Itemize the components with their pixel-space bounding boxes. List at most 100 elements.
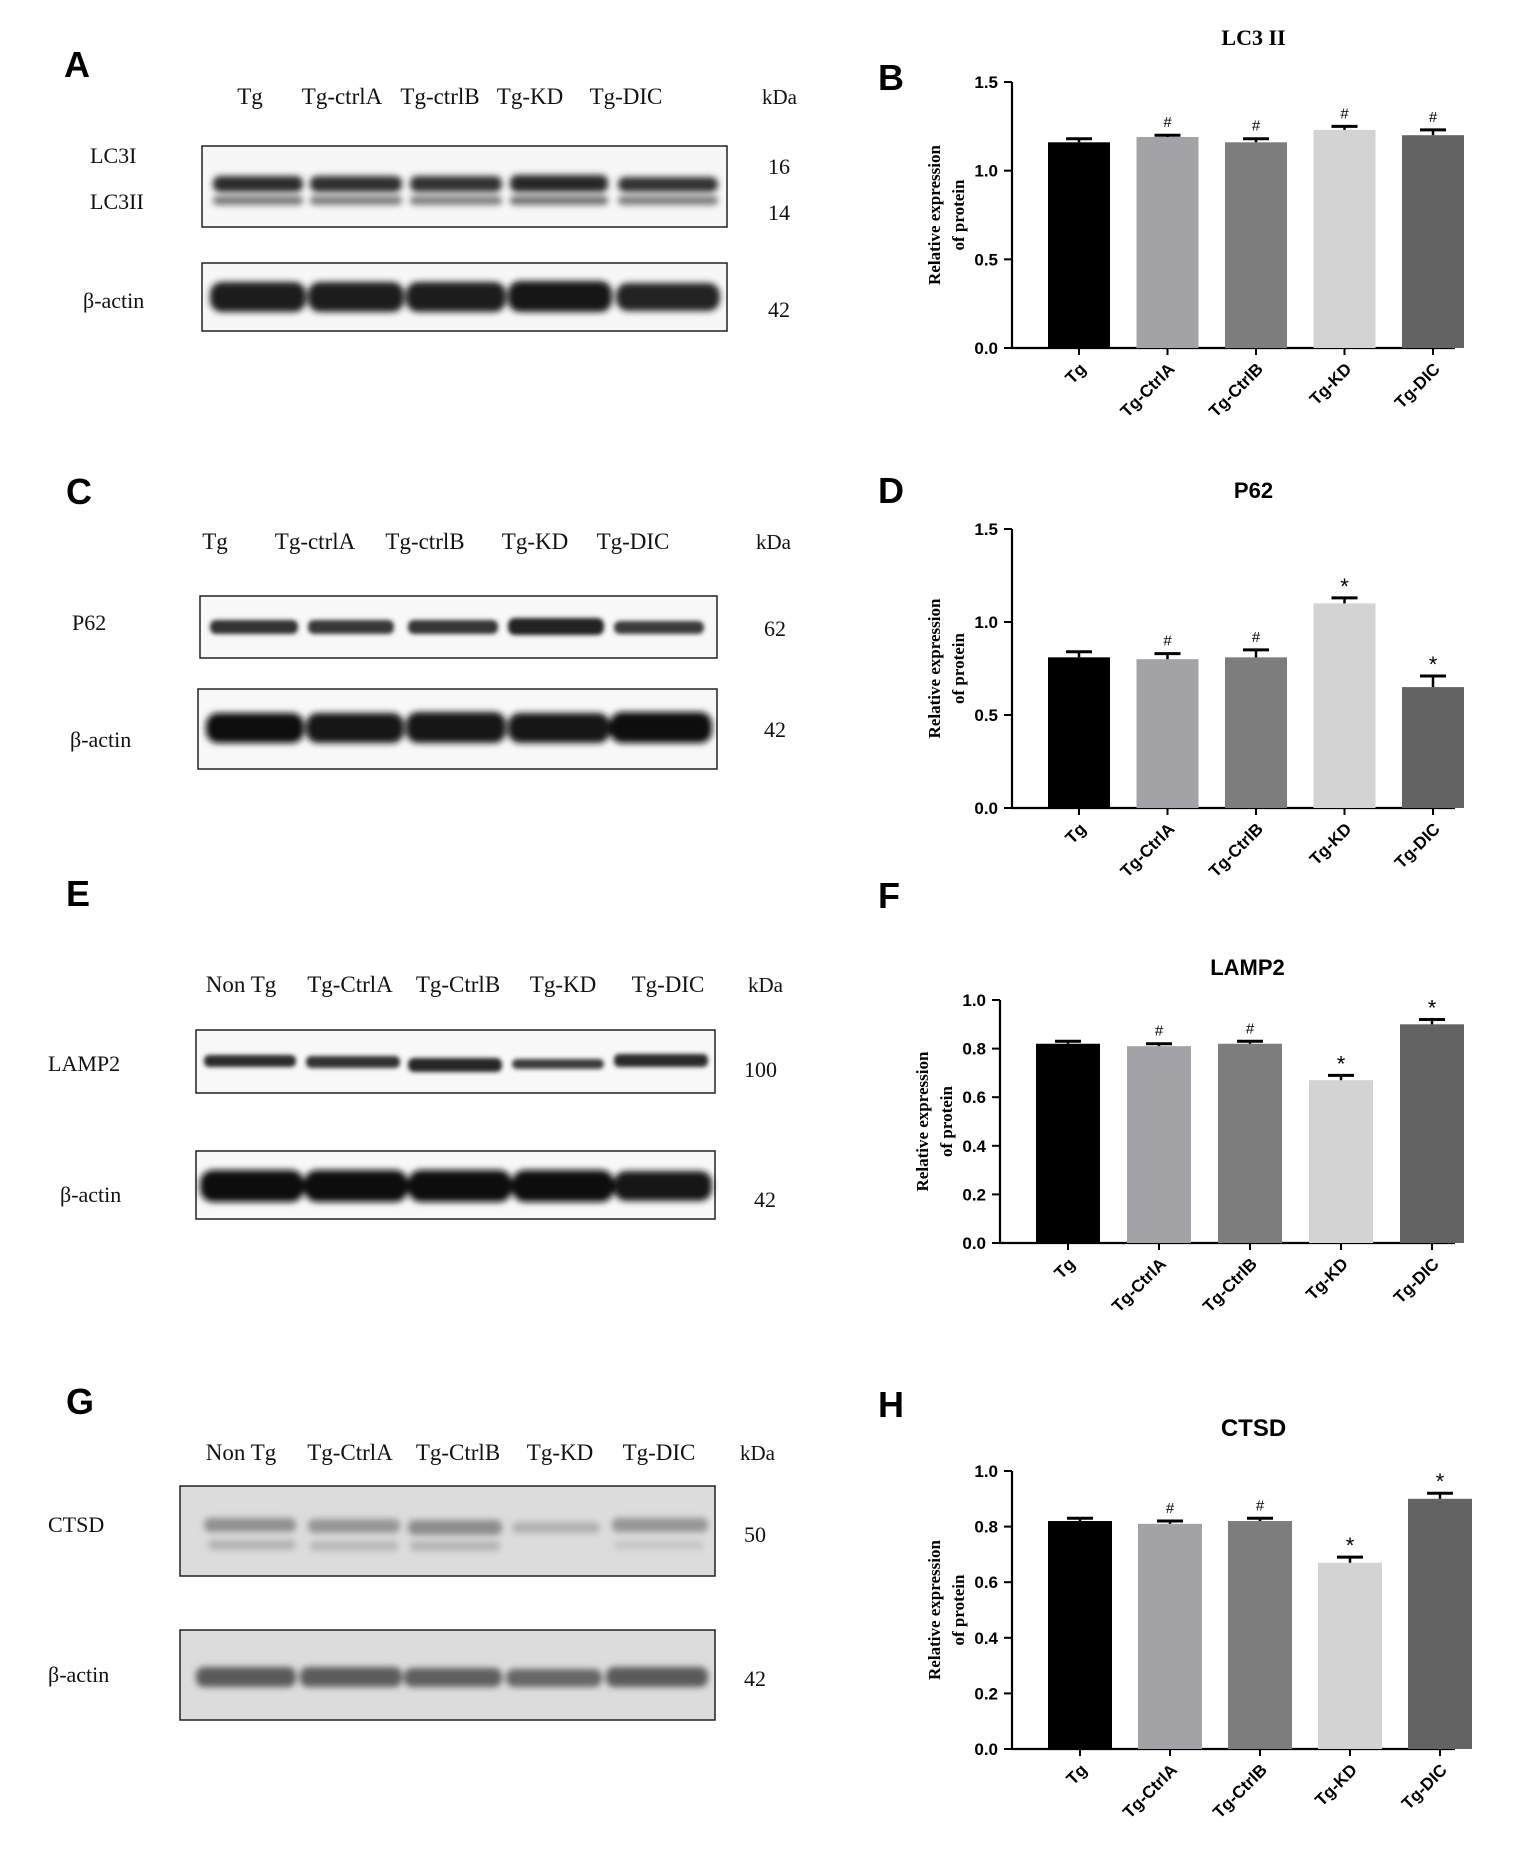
bar (1313, 603, 1376, 808)
significance-mark: # (1252, 629, 1261, 646)
significance-mark: * (1428, 995, 1437, 1020)
x-tick-label: Tg-CtrlA (1117, 359, 1179, 421)
band (310, 176, 402, 192)
blot-label: LC3I (90, 143, 136, 168)
band (213, 196, 303, 205)
band (210, 282, 306, 312)
bands (210, 281, 720, 312)
bar (1218, 1043, 1282, 1243)
band (510, 175, 608, 192)
bands (210, 618, 704, 635)
panel-letter: H (878, 1384, 904, 1425)
band (404, 1668, 502, 1687)
lane-label: Tg-DIC (597, 529, 670, 554)
y-tick-label: 1.0 (974, 162, 998, 181)
lane-label: Non Tg (206, 1440, 277, 1465)
x-tick-label: Tg-CtrlB (1209, 1760, 1271, 1822)
bar (1225, 657, 1287, 808)
significance-mark: * (1340, 574, 1349, 599)
y-tick-label: 1.5 (974, 520, 998, 539)
lane-label: Tg-DIC (632, 972, 705, 997)
significance-mark: # (1166, 1500, 1175, 1517)
band (210, 620, 298, 634)
band (614, 1054, 708, 1067)
band (510, 196, 608, 205)
y-axis-label: Relative expression (925, 598, 944, 738)
panel-letter: A (64, 44, 90, 85)
bar (1036, 1043, 1100, 1243)
lane-label: Tg-KD (497, 84, 563, 109)
y-tick-label: 0.6 (974, 1573, 998, 1592)
bands (200, 1170, 712, 1202)
x-tick-label: Tg-DIC (1391, 359, 1444, 412)
blot-label: β-actin (48, 1662, 109, 1687)
lane-label: Tg-ctrlB (385, 529, 464, 554)
significance-mark: # (1429, 109, 1438, 126)
x-tick-label: Tg-CtrlA (1119, 1760, 1181, 1822)
x-tick-label: Tg-KD (1302, 1254, 1351, 1303)
band (204, 1518, 296, 1532)
band (406, 282, 506, 312)
lane-label: Non Tg (206, 972, 277, 997)
x-tick-label: Tg (1062, 359, 1090, 387)
lane-label: Tg-DIC (590, 84, 663, 109)
lane-label: Tg-DIC (623, 1440, 696, 1465)
band (612, 1518, 708, 1532)
significance-mark: # (1252, 118, 1261, 135)
y-axis-label: of protein (937, 1085, 956, 1157)
kda-value: 100 (744, 1057, 777, 1082)
band (614, 1171, 712, 1201)
y-tick-label: 0.6 (962, 1088, 986, 1107)
significance-mark: # (1163, 633, 1172, 650)
band (606, 1667, 708, 1687)
panel-g-blot: G Non Tg Tg-CtrlA Tg-CtrlB Tg-KD Tg-DIC … (48, 1381, 776, 1721)
lane-label: Tg (202, 529, 228, 554)
lane-label: Tg-CtrlA (307, 1440, 393, 1465)
bar (1225, 142, 1287, 348)
band (304, 1170, 408, 1202)
band (512, 1170, 614, 1202)
x-tick-label: Tg-DIC (1390, 1254, 1443, 1307)
blot-label: β-actin (83, 288, 144, 313)
x-tick-label: Tg-KD (1306, 819, 1355, 868)
bands (204, 1518, 708, 1551)
bar (1408, 1498, 1472, 1749)
lane-label: Tg-ctrlB (400, 84, 479, 109)
y-tick-label: 0.5 (974, 250, 998, 269)
y-tick-label: 0.8 (974, 1518, 998, 1537)
kda-value: 42 (744, 1666, 766, 1691)
chart-title: LAMP2 (1210, 955, 1285, 980)
y-tick-label: 1.0 (974, 1462, 998, 1481)
y-axis-label: Relative expression (925, 144, 944, 284)
panel-letter: F (878, 875, 900, 916)
kda-value: 42 (754, 1187, 776, 1212)
band (616, 283, 720, 311)
bands (213, 175, 718, 205)
kda-value: 42 (768, 297, 790, 322)
x-tick-label: Tg-CtrlB (1205, 819, 1267, 881)
bar (1048, 657, 1110, 808)
significance-mark: # (1246, 1020, 1255, 1037)
y-axis-label: of protein (949, 1574, 968, 1646)
kda-label: kDa (748, 973, 784, 997)
band (512, 1522, 600, 1533)
kda-value: 42 (764, 717, 786, 742)
bar (1228, 1521, 1292, 1749)
x-tick-label: Tg-DIC (1391, 819, 1444, 872)
band (306, 713, 404, 743)
lane-label: Tg-CtrlA (307, 972, 393, 997)
bar (1136, 659, 1199, 808)
band (213, 176, 303, 192)
band (408, 1170, 512, 1202)
blot-label: CTSD (48, 1512, 104, 1537)
bar (1048, 1521, 1112, 1749)
y-tick-label: 0.8 (962, 1040, 986, 1059)
significance-mark: * (1436, 1469, 1445, 1494)
band (200, 1170, 304, 1202)
bands (196, 1667, 708, 1687)
bar (1318, 1562, 1382, 1749)
band (410, 196, 502, 205)
blot-label: P62 (72, 610, 106, 635)
bar (1138, 1523, 1202, 1749)
